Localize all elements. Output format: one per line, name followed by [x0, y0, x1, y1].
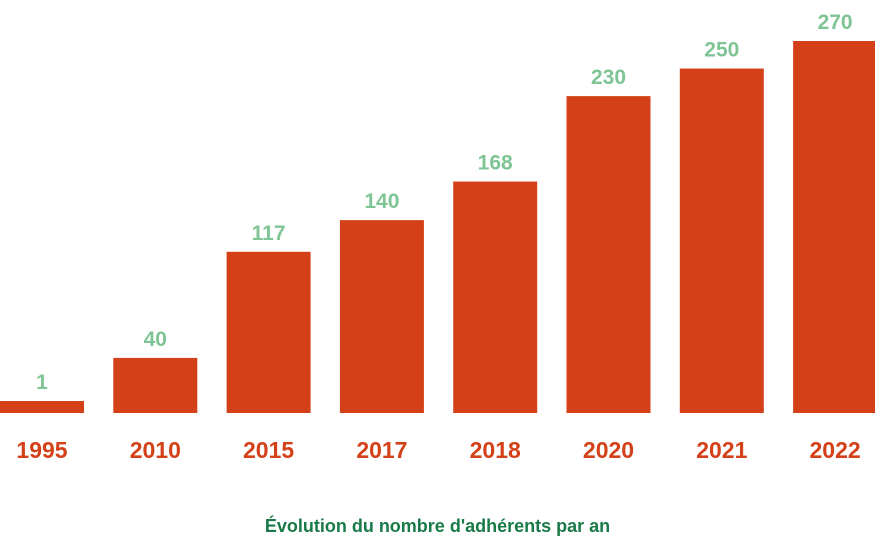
bar-2022 [793, 41, 875, 413]
chart-caption: Évolution du nombre d'adhérents par an [264, 516, 611, 536]
bar-2017 [339, 220, 424, 413]
bars-group [0, 41, 875, 414]
value-label-2010: 40 [144, 328, 167, 351]
bar-2015 [226, 251, 311, 413]
category-labels-group: 1995 2010 2015 2017 2018 2020 2021 2022 [16, 437, 860, 463]
bar-2020 [566, 96, 651, 413]
value-label-2021: 250 [704, 39, 739, 62]
x-tick-label-2018: 2018 [470, 437, 521, 463]
bar-2010 [113, 357, 198, 413]
bar-2021 [679, 68, 764, 414]
value-label-2020: 230 [591, 66, 626, 89]
x-tick-label-2010: 2010 [130, 437, 181, 463]
x-tick-label-2021: 2021 [696, 437, 747, 463]
value-label-1995: 1 [36, 371, 48, 394]
value-label-2022: 270 [818, 11, 853, 34]
value-label-2015: 117 [252, 222, 286, 245]
bar-1995 [0, 401, 84, 413]
bar-2018 [453, 181, 538, 413]
value-label-2018: 168 [478, 152, 513, 175]
x-tick-label-1995: 1995 [16, 437, 67, 463]
value-label-2017: 140 [364, 190, 399, 213]
x-tick-label-2015: 2015 [243, 437, 294, 463]
x-tick-label-2020: 2020 [583, 437, 634, 463]
x-tick-label-2017: 2017 [356, 437, 407, 463]
x-tick-label-2022: 2022 [810, 437, 861, 463]
